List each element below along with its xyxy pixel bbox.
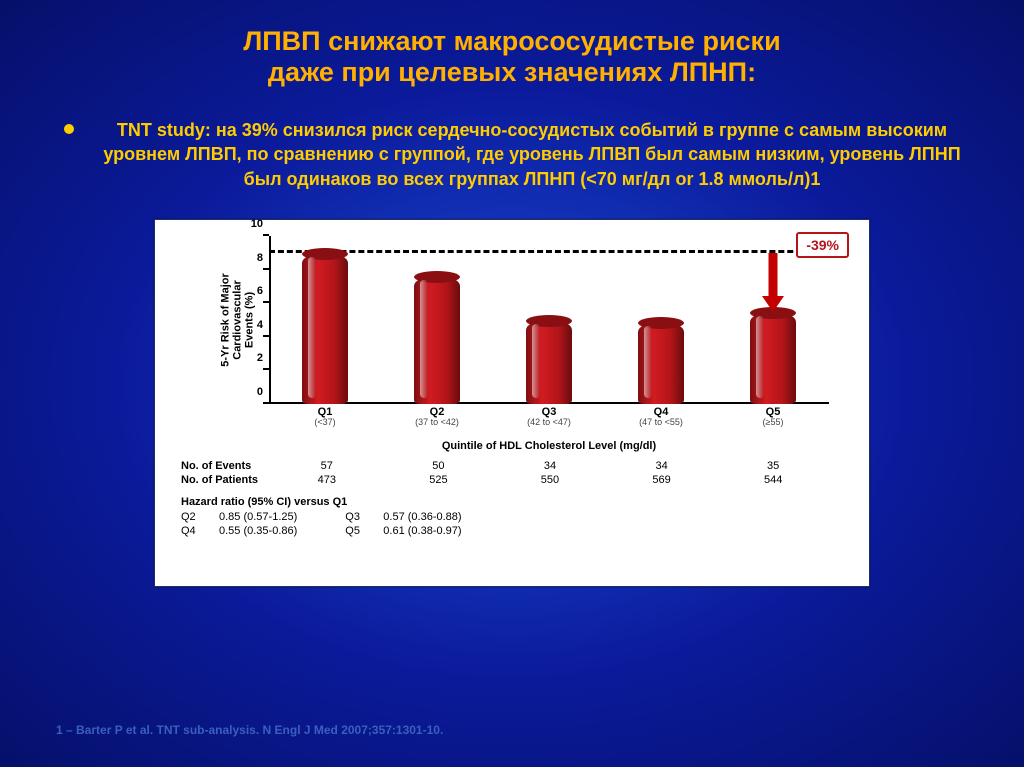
arrow-shaft bbox=[769, 253, 778, 298]
hazard-rows: Q2 0.85 (0.57-1.25) Q4 0.55 (0.35-0.86) … bbox=[181, 511, 841, 537]
hazard-val: 0.61 (0.38-0.97) bbox=[383, 525, 461, 537]
y-tick: 8 bbox=[239, 252, 263, 264]
events-cell: 34 bbox=[606, 460, 718, 472]
bars bbox=[269, 236, 829, 404]
y-tick: 0 bbox=[239, 386, 263, 398]
bar-q3 bbox=[526, 320, 572, 404]
bar-highlight bbox=[532, 324, 540, 398]
x-cat: Q4 (47 to <55) bbox=[605, 406, 717, 428]
hazard-val: 0.85 (0.57-1.25) bbox=[219, 511, 297, 523]
bar-highlight bbox=[644, 326, 652, 398]
hazard-item: Q2 0.85 (0.57-1.25) bbox=[181, 511, 297, 523]
events-cell: 34 bbox=[494, 460, 606, 472]
hazard-val: 0.55 (0.35-0.86) bbox=[219, 525, 297, 537]
x-cat: Q3 (42 to <47) bbox=[493, 406, 605, 428]
bullet-item: TNT study: на 39% снизился риск сердечно… bbox=[70, 118, 974, 191]
hazard-key: Q2 bbox=[181, 511, 205, 523]
x-cat: Q5 (≥55) bbox=[717, 406, 829, 428]
events-cell: 50 bbox=[383, 460, 495, 472]
slide: ЛПВП снижают макрососудистые риски даже … bbox=[0, 0, 1024, 767]
events-cells: 57 50 34 34 35 bbox=[271, 460, 829, 472]
events-label: No. of Events bbox=[179, 460, 285, 472]
bar-highlight bbox=[756, 316, 764, 398]
hazard-col: Q2 0.85 (0.57-1.25) Q4 0.55 (0.35-0.86) bbox=[181, 511, 297, 537]
data-table: No. of Events 57 50 34 34 35 No. of Pati… bbox=[179, 460, 841, 486]
hazard-ratio-block: Hazard ratio (95% CI) versus Q1 Q2 0.85 … bbox=[179, 496, 841, 537]
bar-q5 bbox=[750, 312, 796, 404]
patients-cell: 544 bbox=[717, 474, 829, 486]
hazard-item: Q3 0.57 (0.36-0.88) bbox=[345, 511, 461, 523]
y-tick: 6 bbox=[239, 285, 263, 297]
bar-highlight bbox=[308, 257, 316, 398]
y-tick: 10 bbox=[239, 218, 263, 230]
hazard-item: Q4 0.55 (0.35-0.86) bbox=[181, 525, 297, 537]
title-line-2: даже при целевых значениях ЛПНП: bbox=[268, 57, 756, 87]
plot-area: 5-Yr Risk of Major Cardiovascular Events… bbox=[269, 236, 829, 404]
hazard-val: 0.57 (0.36-0.88) bbox=[383, 511, 461, 523]
bar-slot bbox=[717, 236, 829, 404]
hazard-key: Q3 bbox=[345, 511, 369, 523]
hazard-col: Q3 0.57 (0.36-0.88) Q5 0.61 (0.38-0.97) bbox=[345, 511, 461, 537]
x-cat-range: (37 to <42) bbox=[381, 418, 493, 428]
patients-cell: 473 bbox=[271, 474, 383, 486]
bar-highlight bbox=[420, 280, 428, 398]
x-cat-range: (≥55) bbox=[717, 418, 829, 428]
bullet-text: TNT study: на 39% снизился риск сердечно… bbox=[103, 120, 960, 189]
y-tick: 2 bbox=[239, 352, 263, 364]
bar-q2 bbox=[414, 276, 460, 404]
patients-row: No. of Patients 473 525 550 569 544 bbox=[179, 474, 841, 486]
bar-slot bbox=[493, 236, 605, 404]
title-line-1: ЛПВП снижают макрососудистые риски bbox=[243, 26, 780, 56]
bar-slot bbox=[269, 236, 381, 404]
x-cat: Q2 (37 to <42) bbox=[381, 406, 493, 428]
bar-q1 bbox=[302, 253, 348, 404]
hazard-title: Hazard ratio (95% CI) versus Q1 bbox=[181, 496, 841, 508]
hazard-item: Q5 0.61 (0.38-0.97) bbox=[345, 525, 461, 537]
reduction-callout: -39% bbox=[796, 232, 849, 258]
events-row: No. of Events 57 50 34 34 35 bbox=[179, 460, 841, 472]
events-cell: 57 bbox=[271, 460, 383, 472]
x-cat-range: (47 to <55) bbox=[605, 418, 717, 428]
citation: 1 – Barter P et al. TNT sub-analysis. N … bbox=[56, 723, 443, 737]
x-categories: Q1 (<37) Q2 (37 to <42) Q3 (42 to <47) Q… bbox=[269, 404, 829, 438]
x-cat-range: (42 to <47) bbox=[493, 418, 605, 428]
chart-panel: 5-Yr Risk of Major Cardiovascular Events… bbox=[154, 219, 870, 587]
callout-text: -39% bbox=[806, 237, 839, 253]
bar-q4 bbox=[638, 322, 684, 404]
reduction-arrow bbox=[762, 253, 784, 312]
patients-cell: 550 bbox=[494, 474, 606, 486]
x-cat-range: (<37) bbox=[269, 418, 381, 428]
hazard-key: Q5 bbox=[345, 525, 369, 537]
patients-label: No. of Patients bbox=[179, 474, 285, 486]
bar-slot bbox=[605, 236, 717, 404]
events-cell: 35 bbox=[717, 460, 829, 472]
bullet-list: TNT study: на 39% снизился риск сердечно… bbox=[40, 118, 984, 191]
x-cat: Q1 (<37) bbox=[269, 406, 381, 428]
patients-cells: 473 525 550 569 544 bbox=[271, 474, 829, 486]
hazard-key: Q4 bbox=[181, 525, 205, 537]
y-tick: 4 bbox=[239, 319, 263, 331]
patients-cell: 569 bbox=[606, 474, 718, 486]
x-axis-label: Quintile of HDL Cholesterol Level (mg/dl… bbox=[269, 440, 829, 452]
patients-cell: 525 bbox=[383, 474, 495, 486]
bar-slot bbox=[381, 236, 493, 404]
slide-title: ЛПВП снижают макрососудистые риски даже … bbox=[40, 26, 984, 88]
arrow-head-icon bbox=[762, 296, 784, 312]
